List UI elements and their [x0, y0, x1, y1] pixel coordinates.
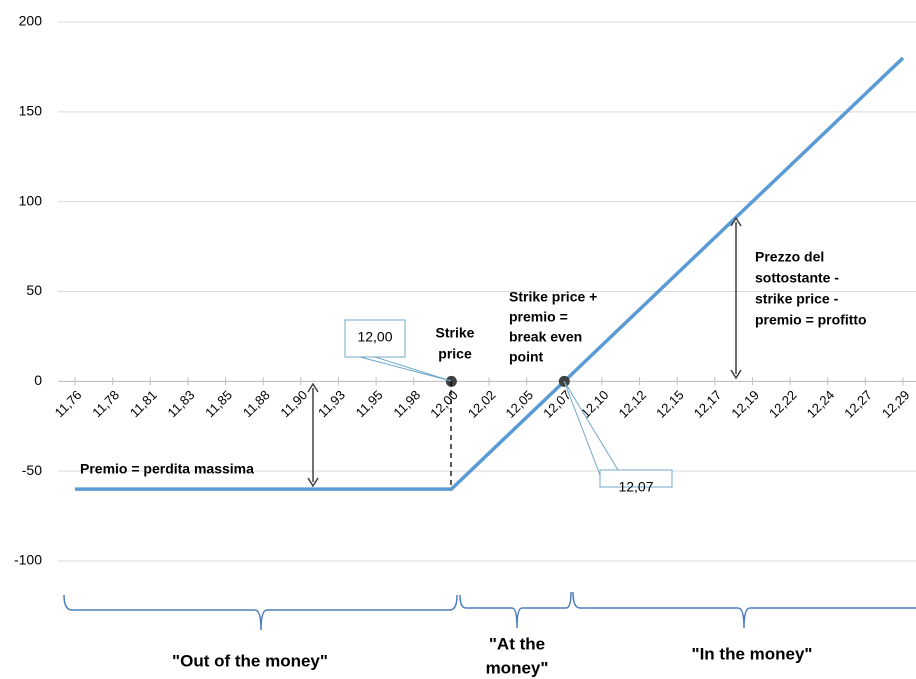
annotation: Prezzo del: [755, 249, 824, 265]
x-tick-label: 12,12: [615, 387, 649, 421]
y-tick-label: -100: [14, 552, 42, 568]
braces: [63, 591, 916, 631]
y-tick-label: 0: [34, 372, 42, 388]
x-tick-label: 12,02: [465, 387, 499, 421]
x-tick-label: 11,88: [240, 387, 273, 420]
annotations: Strike price Strike price + premio = break e…: [436, 249, 867, 678]
grid: [58, 21, 916, 562]
callout-label: 12,00: [357, 329, 392, 345]
region-label: "Out of the money": [172, 651, 328, 670]
x-tick-label: 12,19: [728, 387, 762, 421]
x-tick-label: 12,05: [503, 387, 537, 421]
annotation: sottostante -: [755, 270, 839, 286]
x-tick-label: 11,85: [202, 387, 235, 420]
y-tick-label: 100: [19, 192, 43, 208]
arrows: [307, 216, 742, 488]
x-tick-label: 11,78: [89, 387, 122, 420]
annotation: strike price -: [755, 291, 839, 307]
x-tick-label: 11,93: [315, 387, 348, 420]
x-tick-label: 11,98: [390, 387, 423, 420]
x-tick-label: 12,15: [653, 387, 687, 421]
y-tick-label: 50: [26, 282, 42, 298]
x-tick-label: 11,95: [353, 387, 386, 420]
x-tick-label: 11,83: [165, 387, 198, 420]
x-tick-label: 11,81: [127, 387, 160, 420]
callout-box: [599, 469, 673, 488]
callout-box: [344, 319, 406, 358]
x-tick-label: 12,17: [691, 387, 725, 421]
callouts: 12,00 12,07: [344, 319, 673, 495]
annotation: premio =: [509, 309, 568, 325]
x-tick-label: 12,22: [766, 387, 800, 421]
region-label: "In the money": [692, 644, 813, 663]
annotation: break even: [509, 329, 582, 345]
annotation: money": [486, 658, 549, 677]
x-tick-label: 11,76: [52, 387, 85, 420]
callout-label: 12,07: [618, 479, 653, 495]
y-tick-label: 200: [19, 13, 43, 29]
x-tick-label: 12,00: [427, 387, 461, 421]
annotation: price: [438, 346, 472, 362]
x-tick-label: 11,90: [277, 387, 310, 420]
y-tick-label: -50: [22, 462, 42, 478]
annotation: point: [509, 349, 544, 365]
annotation: Premio = perdita massima: [80, 461, 254, 477]
x-tick-label: 12,29: [879, 387, 913, 421]
annotation: premio = profitto: [755, 312, 867, 328]
annotation: Strike: [436, 325, 475, 341]
y-tick-label: 150: [19, 103, 43, 119]
payoff-line: [75, 56, 905, 491]
annotation: "At the: [489, 634, 545, 653]
x-tick-label: 12,27: [841, 387, 875, 421]
annotation: Strike price +: [509, 289, 597, 305]
x-tick-label: 12,24: [804, 387, 838, 421]
